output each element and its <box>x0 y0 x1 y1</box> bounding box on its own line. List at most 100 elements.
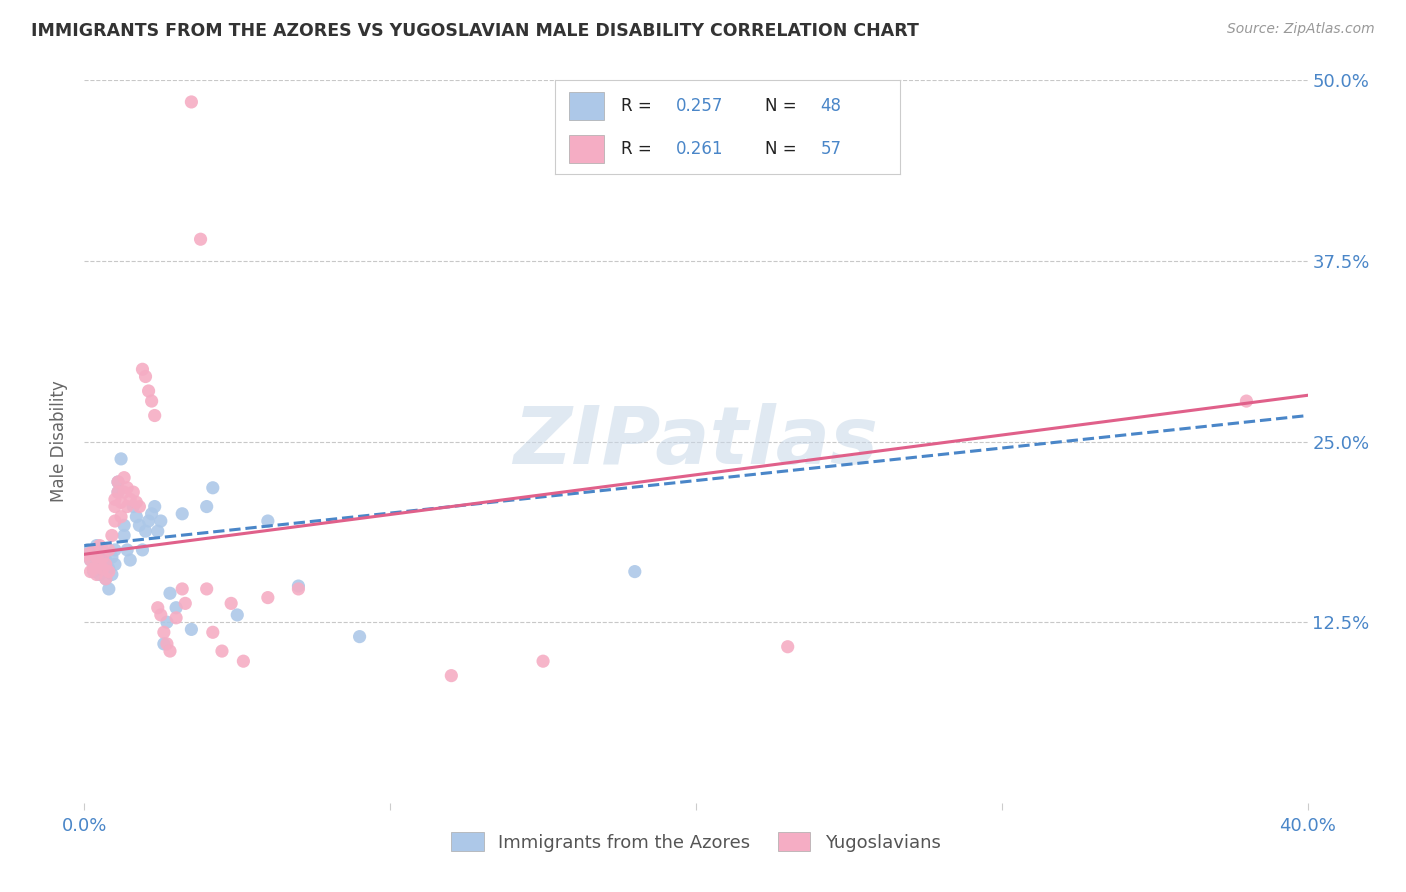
Point <box>91 542 114 557</box>
Point <box>143 409 166 423</box>
Point <box>83 542 105 557</box>
Point <box>165 600 187 615</box>
Text: R =: R = <box>621 96 657 114</box>
Point <box>125 509 148 524</box>
Point <box>131 362 153 376</box>
Point <box>219 596 242 610</box>
Point <box>143 500 166 514</box>
Point <box>120 492 142 507</box>
Point <box>349 630 371 644</box>
Point <box>122 485 145 500</box>
Point <box>76 542 98 557</box>
Point <box>201 481 224 495</box>
Point <box>76 547 98 561</box>
Point <box>94 553 117 567</box>
Point <box>110 509 132 524</box>
Text: IMMIGRANTS FROM THE AZORES VS YUGOSLAVIAN MALE DISABILITY CORRELATION CHART: IMMIGRANTS FROM THE AZORES VS YUGOSLAVIA… <box>31 22 918 40</box>
Point <box>101 528 124 542</box>
Text: ZIPatlas: ZIPatlas <box>513 402 879 481</box>
Point <box>153 625 176 640</box>
Point <box>104 514 127 528</box>
Point <box>107 485 129 500</box>
Point <box>104 542 127 557</box>
Point <box>86 550 108 565</box>
Point <box>440 668 463 682</box>
Point <box>159 586 181 600</box>
Point <box>172 582 194 596</box>
Point <box>115 481 138 495</box>
Point <box>165 611 187 625</box>
Point <box>101 567 124 582</box>
Point <box>174 596 197 610</box>
Point <box>97 542 120 557</box>
Point <box>232 654 254 668</box>
Point <box>83 565 105 579</box>
Point <box>89 558 111 572</box>
Point <box>97 565 120 579</box>
Point <box>94 572 117 586</box>
Point <box>83 562 105 576</box>
Point <box>159 644 181 658</box>
Point <box>180 623 202 637</box>
Point <box>79 553 101 567</box>
Text: 48: 48 <box>821 96 842 114</box>
FancyBboxPatch shape <box>569 92 603 120</box>
Point <box>86 539 108 553</box>
Point <box>287 579 309 593</box>
Point <box>128 500 150 514</box>
Point <box>125 495 148 509</box>
Point <box>107 485 129 500</box>
Point <box>131 542 153 557</box>
Point <box>104 500 127 514</box>
Point <box>257 514 280 528</box>
Point <box>115 542 138 557</box>
Point <box>156 637 179 651</box>
Point <box>112 518 135 533</box>
Point <box>122 500 145 514</box>
Point <box>110 451 132 466</box>
Point <box>149 514 172 528</box>
Point <box>190 232 212 246</box>
Text: 57: 57 <box>821 140 842 158</box>
Point <box>180 95 202 109</box>
Point <box>146 600 169 615</box>
FancyBboxPatch shape <box>569 135 603 162</box>
Point <box>172 507 194 521</box>
Point <box>107 475 129 489</box>
Point <box>112 485 135 500</box>
Point <box>138 514 160 528</box>
Point <box>89 539 111 553</box>
Point <box>201 625 224 640</box>
Point <box>149 607 172 622</box>
Point <box>287 582 309 596</box>
Point <box>135 369 157 384</box>
Point <box>776 640 799 654</box>
Point <box>226 607 249 622</box>
Point <box>195 500 218 514</box>
Y-axis label: Male Disability: Male Disability <box>51 381 69 502</box>
Legend: Immigrants from the Azores, Yugoslavians: Immigrants from the Azores, Yugoslavians <box>444 825 948 859</box>
Text: 0.261: 0.261 <box>676 140 724 158</box>
Point <box>112 528 135 542</box>
Text: Source: ZipAtlas.com: Source: ZipAtlas.com <box>1227 22 1375 37</box>
Text: N =: N = <box>765 140 803 158</box>
Point <box>141 507 163 521</box>
Point <box>141 394 163 409</box>
Point <box>107 475 129 489</box>
Point <box>153 637 176 651</box>
Point <box>86 567 108 582</box>
Point <box>110 495 132 509</box>
Point <box>195 582 218 596</box>
Point <box>1236 394 1258 409</box>
Point <box>94 558 117 572</box>
Point <box>120 553 142 567</box>
Point <box>79 553 101 567</box>
Point <box>104 492 127 507</box>
Point <box>531 654 554 668</box>
Point <box>101 550 124 565</box>
Text: R =: R = <box>621 140 657 158</box>
Point <box>83 547 105 561</box>
Point <box>624 565 647 579</box>
Point <box>104 558 127 572</box>
Point <box>94 572 117 586</box>
